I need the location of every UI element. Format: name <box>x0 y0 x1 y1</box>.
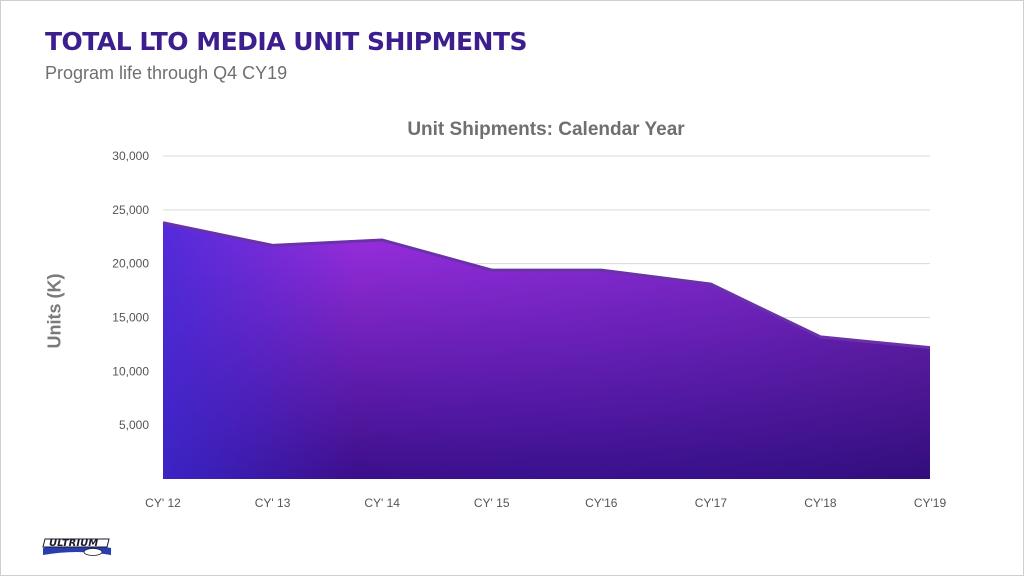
y-tick-label: 25,000 <box>112 203 149 217</box>
y-tick-label: 10,000 <box>112 364 149 378</box>
y-tick-label: 15,000 <box>112 311 149 325</box>
logo-text: ULTRIUM <box>49 538 98 549</box>
x-tick-label: CY'17 <box>695 496 728 510</box>
area-shade <box>163 222 930 479</box>
slide-subtitle: Program life through Q4 CY19 <box>45 63 288 83</box>
area-series <box>162 221 931 479</box>
slide-title: TOTAL LTO MEDIA UNIT SHIPMENTS <box>45 27 528 56</box>
x-tick-label: CY'19 <box>914 496 947 510</box>
area-top-edge <box>162 221 931 350</box>
x-tick-label: CY'16 <box>585 496 618 510</box>
y-tick-label: 30,000 <box>112 149 149 163</box>
y-tick-label: 5,000 <box>119 418 149 432</box>
y-axis-ticks: 5,000 10,000 15,000 20,000 25,000 30,000 <box>112 149 149 432</box>
y-tick-label: 20,000 <box>112 257 149 271</box>
x-tick-label: CY' 12 <box>145 496 181 510</box>
x-axis-ticks: CY' 12 CY' 13 CY' 14 CY' 15 CY'16 CY'17 CY'18 C… <box>145 496 946 510</box>
ultrium-logo: ULTRIUM <box>42 538 111 556</box>
chart-title: Unit Shipments: Calendar Year <box>407 119 685 140</box>
x-tick-label: CY' 13 <box>255 496 291 510</box>
x-tick-label: CY' 15 <box>474 496 510 510</box>
x-tick-label: CY'18 <box>804 496 837 510</box>
x-tick-label: CY' 14 <box>364 496 400 510</box>
